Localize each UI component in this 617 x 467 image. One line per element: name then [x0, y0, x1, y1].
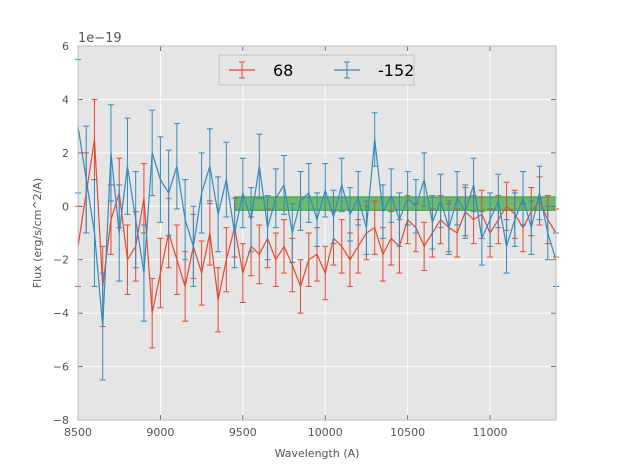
x-tick-label: 8500 [64, 426, 92, 439]
legend-label: -152 [378, 61, 414, 80]
legend-label: 68 [273, 61, 293, 80]
y-tick-label: 4 [62, 93, 69, 106]
y-tick-label: −6 [53, 361, 69, 374]
series-line [77, 139, 557, 314]
ticks: 8500 9000 9500 10000 10500 11000 −8 −6 −4 −2 0 2 4 6 [53, 40, 556, 439]
y-tick-label: 0 [62, 200, 69, 213]
x-tick-label: 9000 [146, 426, 174, 439]
series-2 [75, 58, 559, 381]
y-tick-label: 2 [62, 147, 69, 160]
x-axis-label: Wavelength (A) [275, 447, 360, 460]
x-tick-label: 9500 [229, 426, 257, 439]
legend-entry: -152 [334, 61, 414, 80]
legend: 68 -152 [218, 54, 415, 86]
x-tick-label: 10500 [390, 426, 425, 439]
plot-frame [77, 45, 557, 421]
y-tick-label: −2 [53, 254, 69, 267]
y-axis-label: Flux (erg/s/cm^2/A) [31, 178, 44, 288]
x-tick-label: 10000 [308, 426, 343, 439]
legend-entry: 68 [229, 61, 293, 80]
series-line [77, 126, 557, 327]
y-tick-label: −8 [53, 414, 69, 427]
series-layer [75, 58, 559, 381]
x-tick-label: 11000 [473, 426, 508, 439]
y-tick-label: 6 [62, 40, 69, 53]
y-offset-label: 1e−19 [78, 31, 122, 46]
y-tick-label: −4 [53, 307, 69, 320]
